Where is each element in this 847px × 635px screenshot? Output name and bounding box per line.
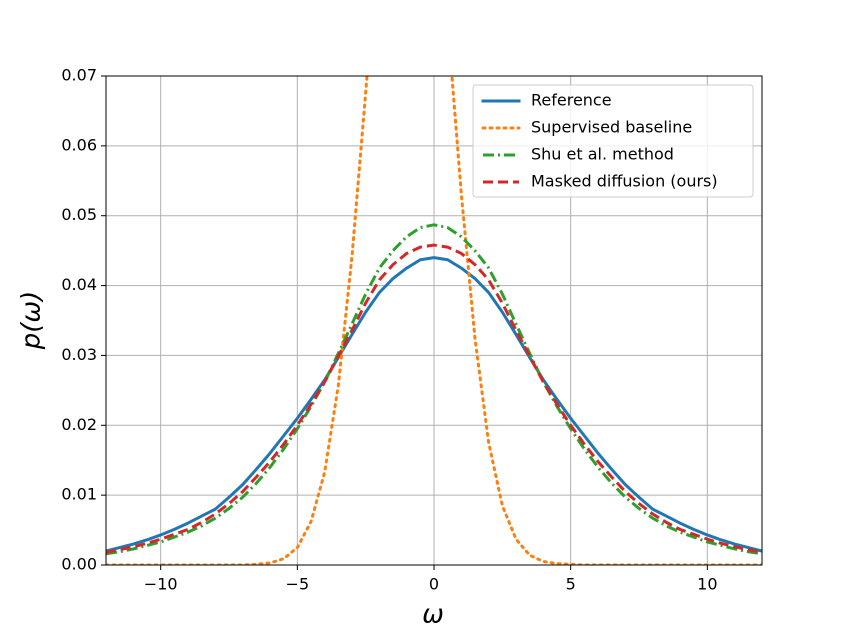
y-tick-label: 0.00 [61, 555, 97, 574]
plot-frame [105, 75, 763, 566]
plot-area [106, 76, 762, 565]
legend-box [472, 84, 754, 198]
data-line [106, 223, 762, 556]
legend-label: Shu et al. method [531, 145, 674, 164]
y-tick-label: 0.07 [61, 66, 97, 85]
y-tick-label: 0.06 [61, 135, 97, 154]
x-tick-label: 10 [697, 575, 717, 594]
legend: Reference Supervised baseline Shu et al. m… [472, 84, 754, 198]
y-tick-label: 0.03 [61, 345, 97, 364]
y-tick-label: 0.02 [61, 415, 97, 434]
legend-label: Reference [531, 91, 612, 110]
data-line [106, 243, 762, 554]
x-axis-label: ω [422, 600, 444, 630]
x-tick-label: 0 [429, 575, 439, 594]
legend-label: Masked diffusion (ours) [531, 172, 718, 191]
y-tick-label: 0.05 [61, 205, 97, 224]
x-tick-label: −10 [144, 575, 178, 594]
x-tick-label: −5 [286, 575, 310, 594]
legend-label: Supervised baseline [531, 118, 692, 137]
y-axis-label: p(ω) [17, 291, 47, 351]
y-tick-label: 0.01 [61, 485, 97, 504]
y-tick-label: 0.04 [61, 275, 97, 294]
x-tick-label: 5 [566, 575, 576, 594]
data-line [106, 256, 762, 553]
